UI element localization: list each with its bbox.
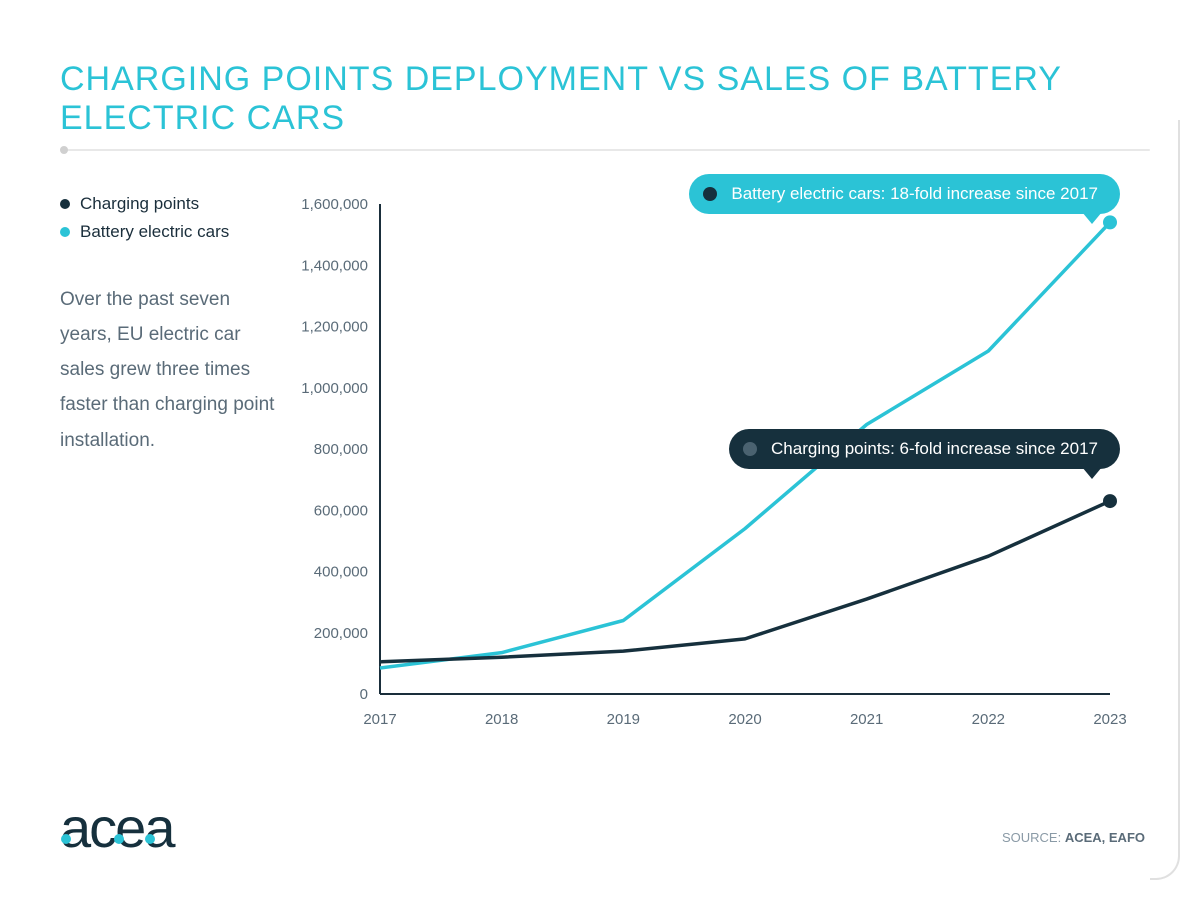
legend: Charging points Battery electric cars bbox=[60, 194, 280, 242]
legend-dot-icon bbox=[60, 199, 70, 209]
x-tick-label: 2021 bbox=[850, 711, 883, 728]
content-row: Charging points Battery electric cars Ove… bbox=[60, 184, 1150, 784]
left-panel: Charging points Battery electric cars Ove… bbox=[60, 184, 280, 784]
legend-item: Charging points bbox=[60, 194, 280, 214]
chart-callout: Charging points: 6-fold increase since 2… bbox=[729, 429, 1120, 469]
legend-item: Battery electric cars bbox=[60, 222, 280, 242]
legend-label: Charging points bbox=[80, 194, 199, 214]
source-label: SOURCE: bbox=[1002, 830, 1061, 845]
x-tick-label: 2020 bbox=[728, 711, 761, 728]
acea-logo: acea bbox=[60, 795, 173, 860]
y-tick-label: 1,000,000 bbox=[301, 380, 368, 397]
y-tick-label: 400,000 bbox=[314, 564, 368, 581]
y-tick-label: 1,400,000 bbox=[301, 257, 368, 274]
frame-border-decoration bbox=[1150, 120, 1180, 880]
source-attribution: SOURCE: ACEA, EAFO bbox=[1002, 830, 1145, 845]
callout-text: Charging points: 6-fold increase since 2… bbox=[771, 439, 1098, 458]
x-tick-label: 2017 bbox=[363, 711, 396, 728]
chart-callout: Battery electric cars: 18-fold increase … bbox=[689, 174, 1120, 214]
series-end-marker bbox=[1103, 215, 1117, 229]
title-underline bbox=[60, 146, 1150, 154]
y-tick-label: 800,000 bbox=[314, 441, 368, 458]
line-chart: 0 200,000 400,000 600,000 800,000 1,000,000 1,… bbox=[300, 184, 1150, 784]
callout-dot-icon bbox=[743, 442, 757, 456]
x-tick-label: 2018 bbox=[485, 711, 518, 728]
x-tick-label: 2019 bbox=[607, 711, 640, 728]
y-tick-label: 600,000 bbox=[314, 502, 368, 519]
x-tick-label: 2023 bbox=[1093, 711, 1126, 728]
callout-text: Battery electric cars: 18-fold increase … bbox=[731, 184, 1098, 203]
source-value: ACEA, EAFO bbox=[1065, 830, 1145, 845]
y-tick-label: 0 bbox=[360, 686, 368, 703]
callout-tail-icon bbox=[1082, 212, 1102, 224]
y-tick-label: 1,200,000 bbox=[301, 319, 368, 336]
x-tick-label: 2022 bbox=[972, 711, 1005, 728]
description-text: Over the past seven years, EU electric c… bbox=[60, 282, 280, 458]
legend-label: Battery electric cars bbox=[80, 222, 229, 242]
series-line bbox=[380, 501, 1110, 662]
callout-tail-icon bbox=[1082, 467, 1102, 479]
legend-dot-icon bbox=[60, 227, 70, 237]
callout-dot-icon bbox=[703, 187, 717, 201]
y-tick-label: 200,000 bbox=[314, 625, 368, 642]
series-end-marker bbox=[1103, 494, 1117, 508]
chart-title: CHARGING POINTS DEPLOYMENT VS SALES OF B… bbox=[60, 60, 1150, 138]
infographic-container: CHARGING POINTS DEPLOYMENT VS SALES OF B… bbox=[0, 0, 1200, 900]
y-tick-label: 1,600,000 bbox=[301, 196, 368, 213]
